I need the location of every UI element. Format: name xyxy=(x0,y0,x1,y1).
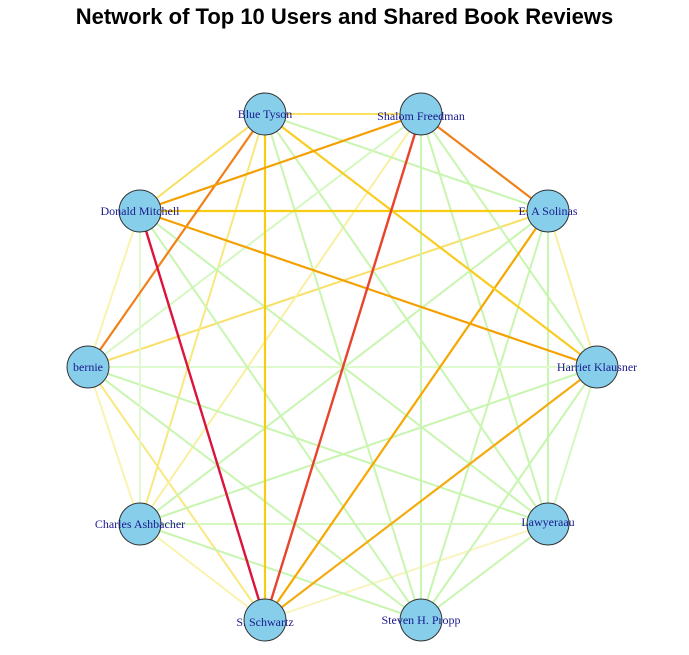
node-label-bernie: bernie xyxy=(73,360,103,374)
edge-solinas-propp xyxy=(420,210,549,621)
nodes-layer xyxy=(66,92,619,642)
edges-layer xyxy=(87,112,598,621)
node-label-shalom: Shalom Freedman xyxy=(377,109,465,123)
edge-klausner-ashbacher xyxy=(139,366,598,525)
node-blue[interactable] xyxy=(243,92,287,136)
edge-blue-mitchell xyxy=(139,113,266,212)
edge-klausner-schwartz xyxy=(264,366,598,621)
node-mitchell[interactable] xyxy=(118,189,162,233)
edge-propp-bernie xyxy=(87,366,422,621)
edge-shalom-lawyer xyxy=(420,113,549,525)
edge-klausner-lawyer xyxy=(547,366,598,525)
node-label-schwartz: S. Schwartz xyxy=(236,615,293,629)
node-label-solinas: E. A Solinas xyxy=(518,204,577,218)
edge-blue-bernie xyxy=(87,113,266,368)
node-label-propp: Steven H. Propp xyxy=(382,613,461,627)
node-lawyer[interactable] xyxy=(526,502,570,546)
node-label-klausner: Harriet Klausner xyxy=(557,360,637,374)
node-ashbacher[interactable] xyxy=(118,502,162,546)
edge-solinas-klausner xyxy=(547,210,598,368)
edge-shalom-schwartz xyxy=(263,113,423,621)
edge-mitchell-schwartz xyxy=(138,210,267,621)
node-shalom[interactable] xyxy=(399,92,443,136)
edge-mitchell-bernie xyxy=(87,210,141,368)
edge-bernie-schwartz xyxy=(87,366,266,621)
node-label-lawyer: Lawyeraau xyxy=(521,515,574,529)
node-schwartz[interactable] xyxy=(243,598,287,642)
edge-blue-klausner xyxy=(264,113,598,368)
edge-shalom-solinas xyxy=(420,113,549,212)
node-label-ashbacher: Charles Ashbacher xyxy=(95,517,185,531)
edge-mitchell-klausner xyxy=(139,209,598,369)
node-propp[interactable] xyxy=(399,598,443,642)
node-klausner[interactable] xyxy=(575,345,619,389)
node-label-blue: Blue Tyson xyxy=(238,107,293,121)
node-bernie[interactable] xyxy=(66,345,110,389)
edge-propp-mitchell xyxy=(139,210,422,621)
edge-lawyer-propp xyxy=(420,523,549,621)
edge-blue-ashbacher xyxy=(139,113,266,525)
node-solinas[interactable] xyxy=(526,189,570,233)
graph-title: Network of Top 10 Users and Shared Book … xyxy=(75,4,614,29)
edge-shalom-bernie xyxy=(87,113,422,368)
edge-shalom-mitchell xyxy=(139,112,422,213)
edge-bernie-ashbacher xyxy=(87,366,141,525)
edge-solinas-schwartz xyxy=(264,210,549,621)
edge-ashbacher-schwartz xyxy=(139,523,266,621)
node-label-mitchell: Donald Mitchell xyxy=(101,204,181,218)
labels-layer: Blue Tyson Shalom Freedman E. A Solinas Har… xyxy=(73,107,637,629)
